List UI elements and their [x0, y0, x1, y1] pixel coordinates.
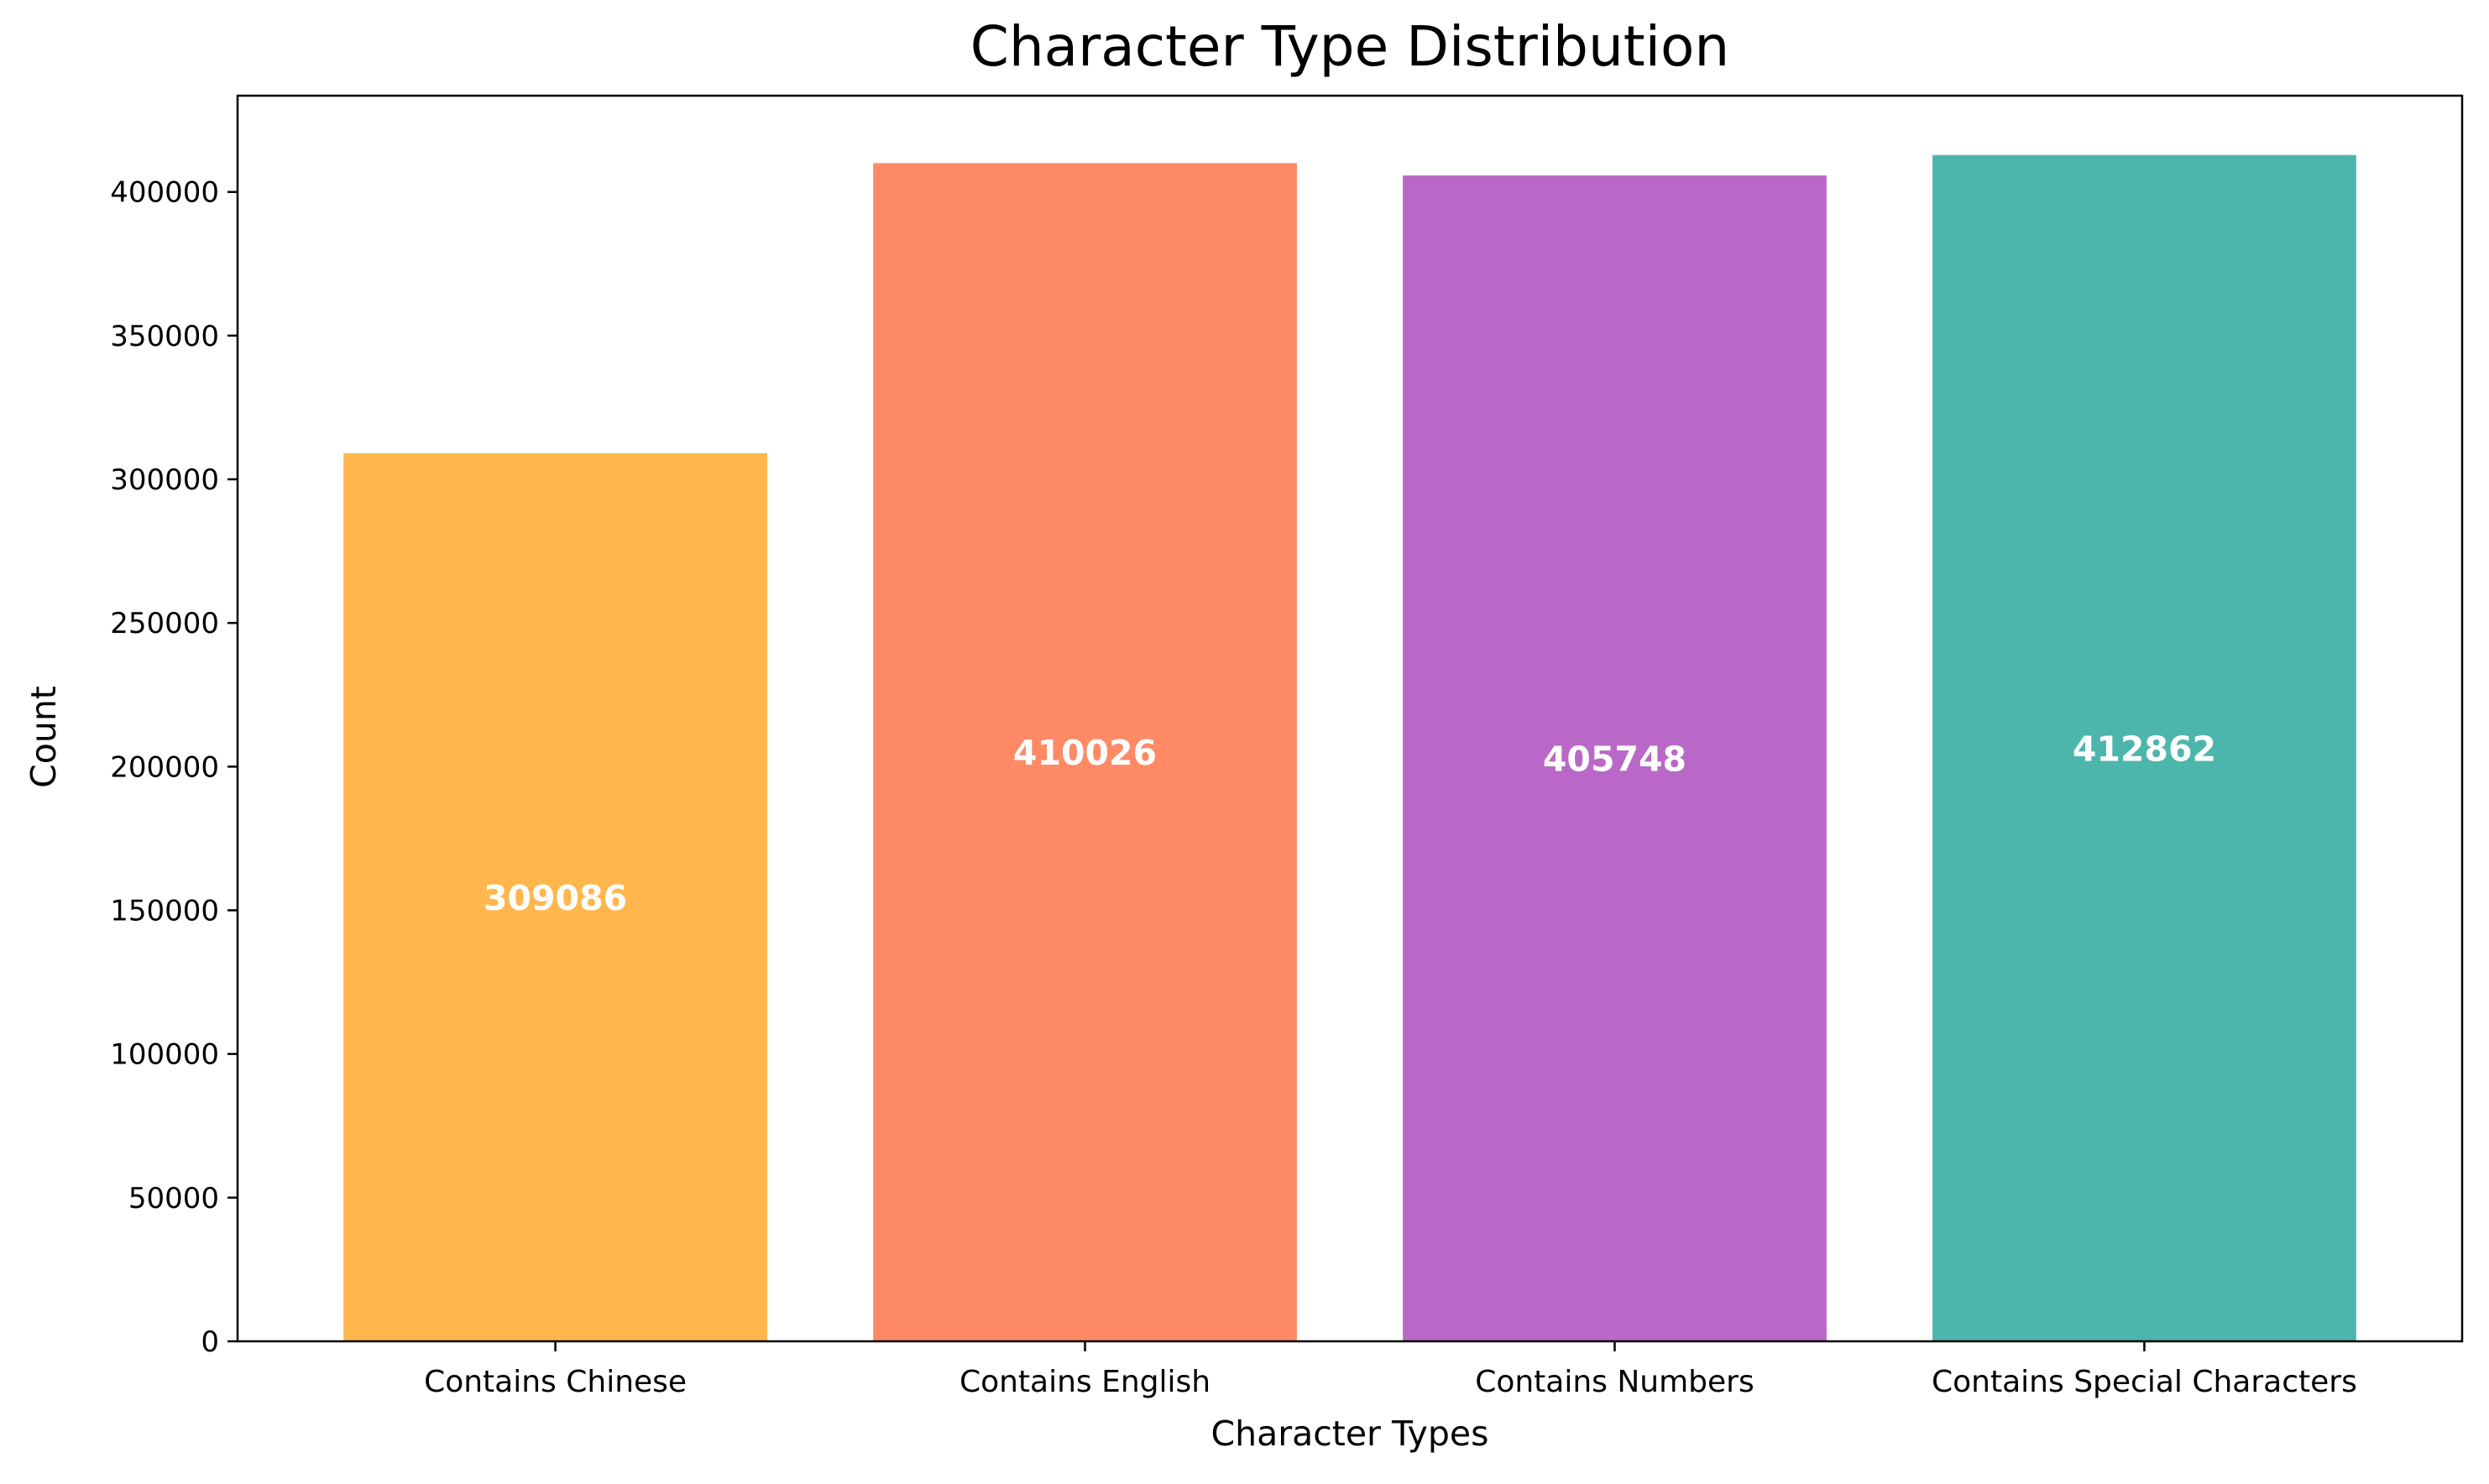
y-axis-label: Count: [24, 686, 64, 788]
bar-2: [1403, 175, 1827, 1341]
y-tick-label-7: 350000: [110, 320, 219, 353]
bar-value-label-1: 410026: [1013, 733, 1157, 773]
y-tick-label-5: 250000: [110, 607, 219, 640]
bar-value-label-0: 309086: [484, 878, 627, 918]
x-axis-label: Character Types: [1211, 1413, 1489, 1454]
bar-0: [343, 452, 767, 1342]
bar-value-label-3: 412862: [2073, 729, 2216, 769]
bar-1: [873, 163, 1297, 1341]
axes-layer: 0 50000 100000 150000 200000 250000 300000 3500…: [110, 94, 2464, 1399]
chart-title: Character Type Distribution: [970, 14, 1729, 79]
x-tick-label-0: Contains Chinese: [424, 1365, 687, 1399]
y-tick-label-4: 200000: [110, 750, 219, 784]
y-tick-label-0: 0: [201, 1325, 219, 1359]
bar-value-label-2: 405748: [1543, 739, 1686, 780]
y-tick-label-6: 300000: [110, 463, 219, 497]
y-tick-label-2: 100000: [110, 1038, 219, 1072]
x-tick-label-3: Contains Special Characters: [1932, 1365, 2357, 1399]
plot-frame: [236, 94, 2464, 1343]
y-tick-label-1: 50000: [128, 1182, 219, 1215]
bar-3: [1932, 154, 2356, 1341]
x-tick-label-1: Contains English: [960, 1365, 1211, 1399]
bars-layer: 309086 410026 405748 412862: [343, 154, 2356, 1342]
x-tick-label-2: Contains Numbers: [1475, 1365, 1754, 1399]
y-tick-label-3: 150000: [110, 895, 219, 928]
y-tick-label-8: 400000: [110, 176, 219, 210]
